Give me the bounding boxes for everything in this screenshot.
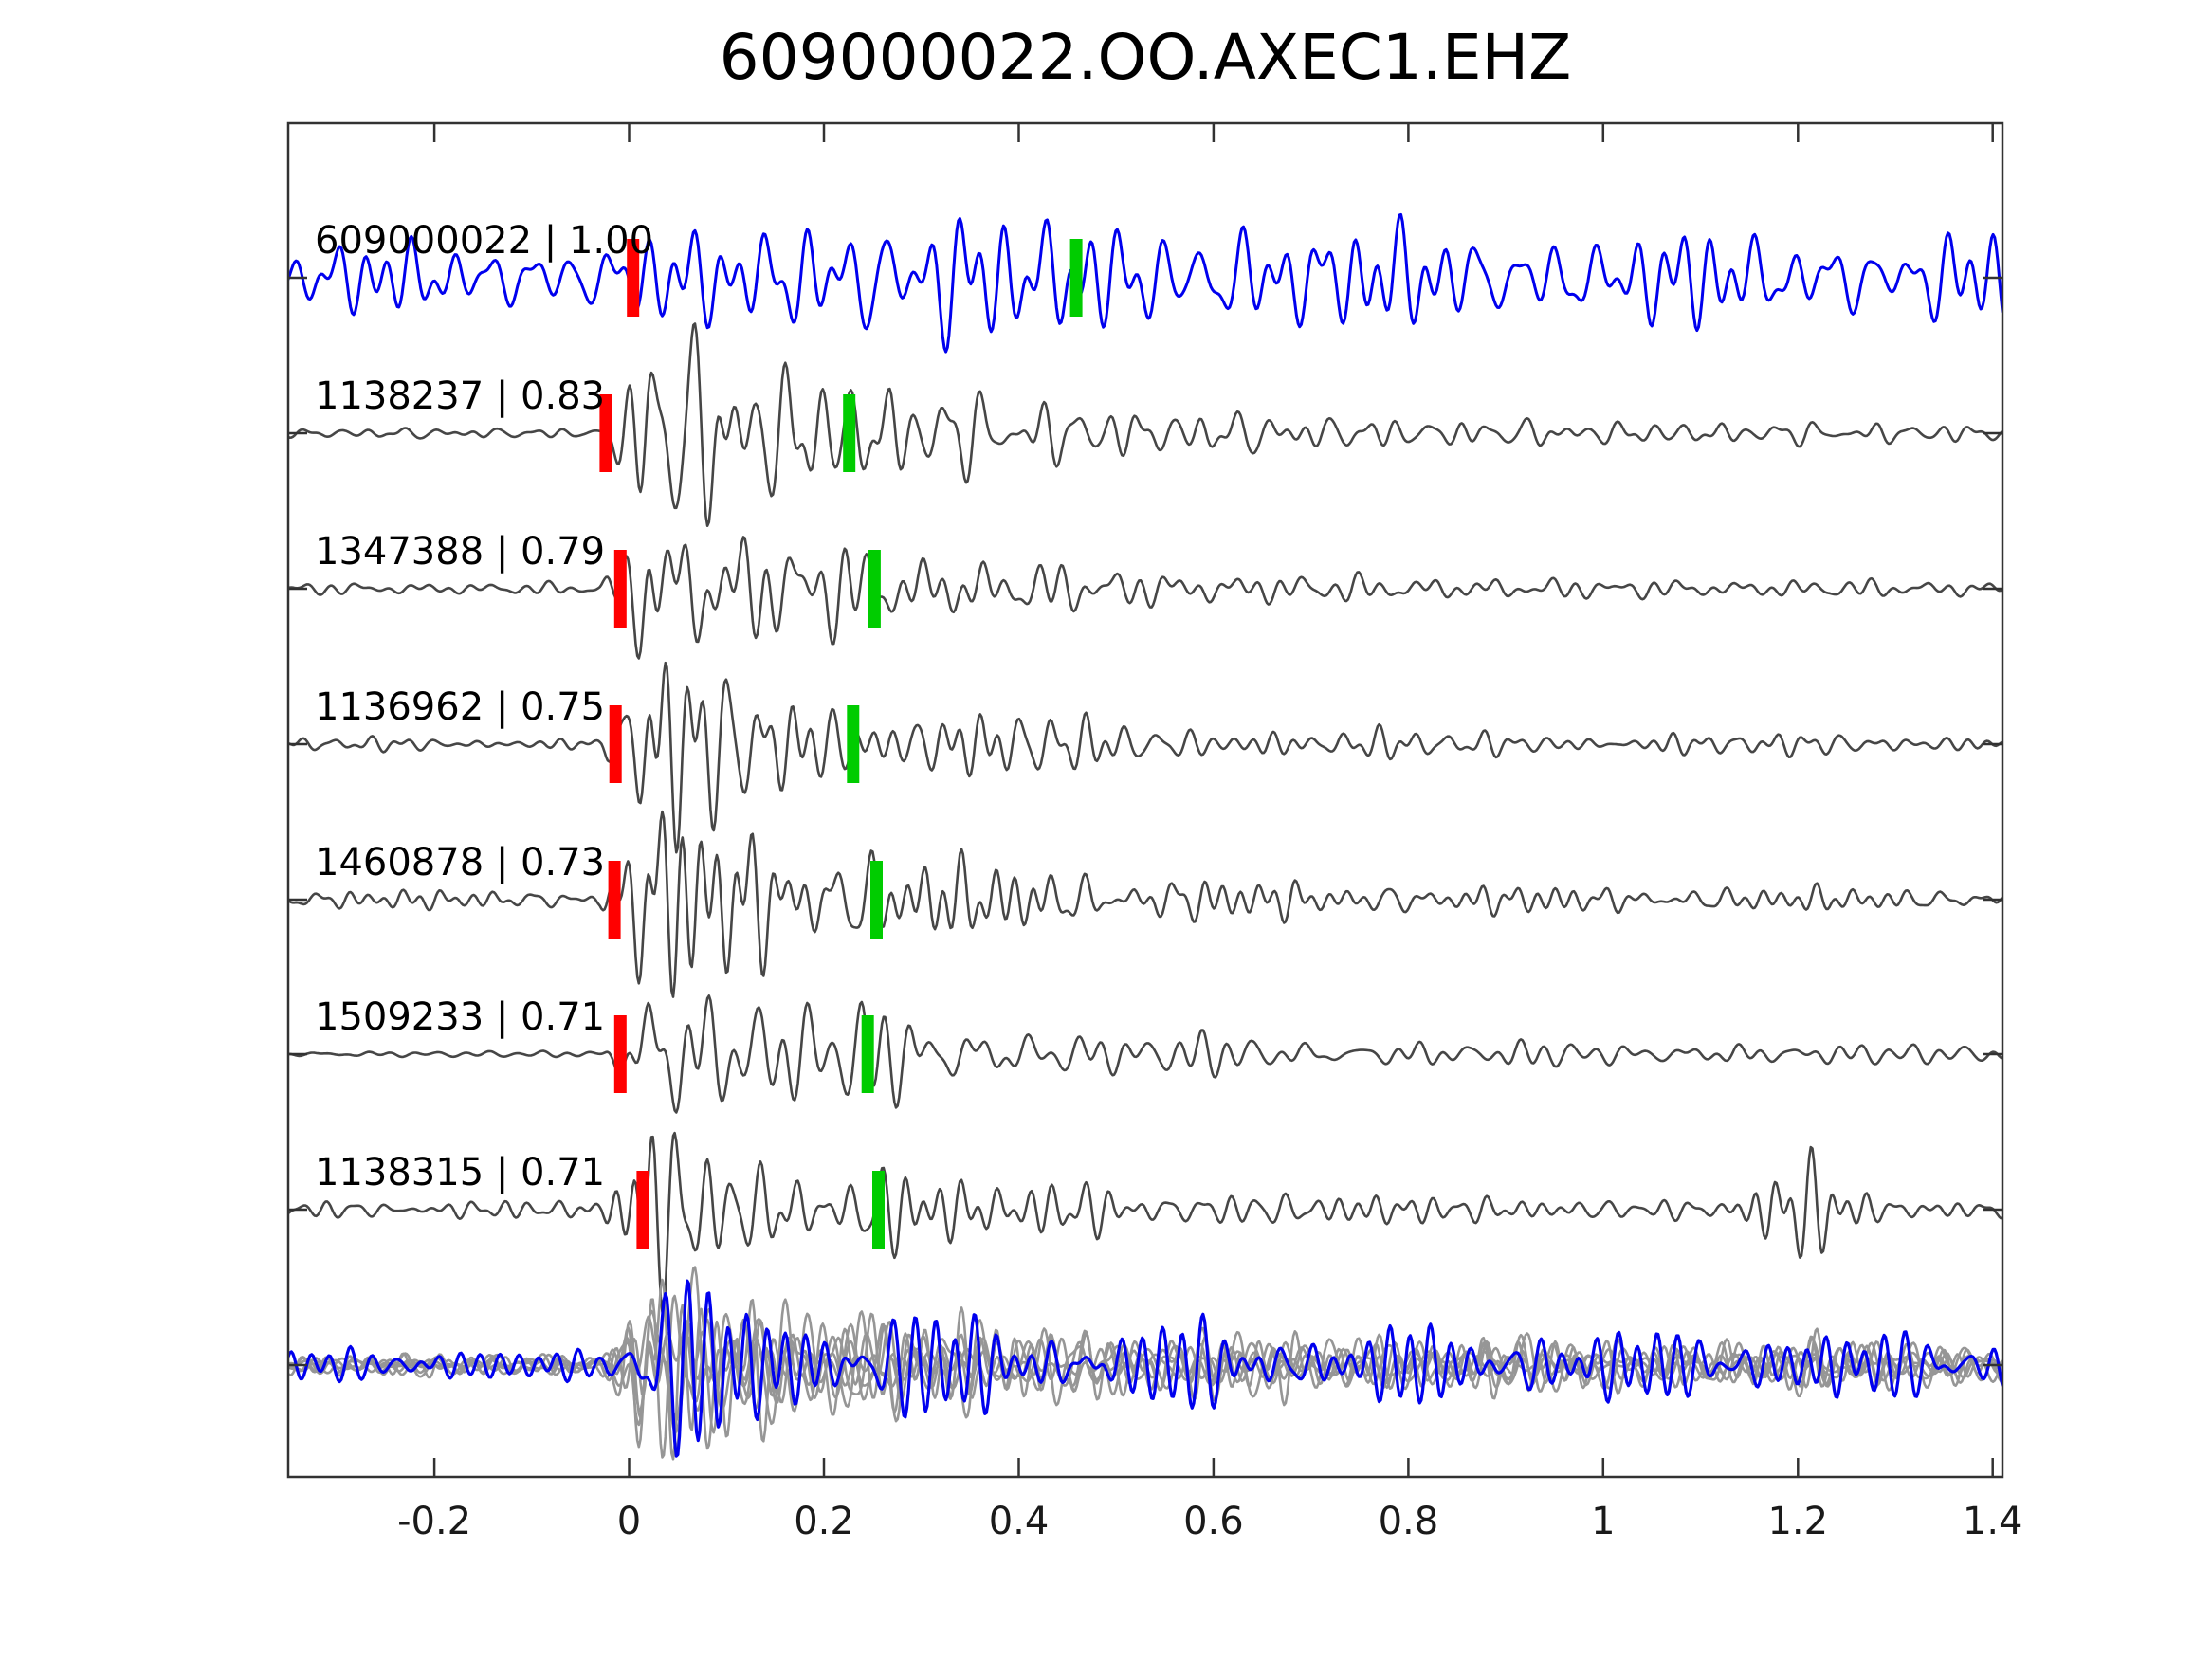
x-tick-label: 0.2 [794, 1500, 854, 1543]
x-tick-label: 0.8 [1378, 1500, 1439, 1543]
trace-label: 1347388 | 0.79 [315, 530, 606, 574]
x-tick-label: 0 [616, 1500, 642, 1543]
trace-label: 1509233 | 0.71 [315, 995, 606, 1039]
x-tick-label: 0.6 [1183, 1500, 1244, 1543]
x-tick-label: 1 [1591, 1500, 1616, 1543]
trace-label: 1138237 | 0.83 [315, 374, 606, 418]
trace-label: 1460878 | 0.73 [315, 841, 606, 884]
trace-label: 1138315 | 0.71 [315, 1151, 606, 1194]
x-tick-label: -0.2 [397, 1500, 472, 1543]
trace-label: 1136962 | 0.75 [315, 685, 606, 729]
trace-label: 609000022 | 1.00 [315, 219, 654, 263]
figure-title: 609000022.OO.AXEC1.EHZ [719, 21, 1572, 94]
x-tick-label: 1.2 [1767, 1500, 1829, 1543]
x-tick-label: 0.4 [988, 1500, 1050, 1543]
x-tick-label: 1.4 [1962, 1500, 2023, 1543]
